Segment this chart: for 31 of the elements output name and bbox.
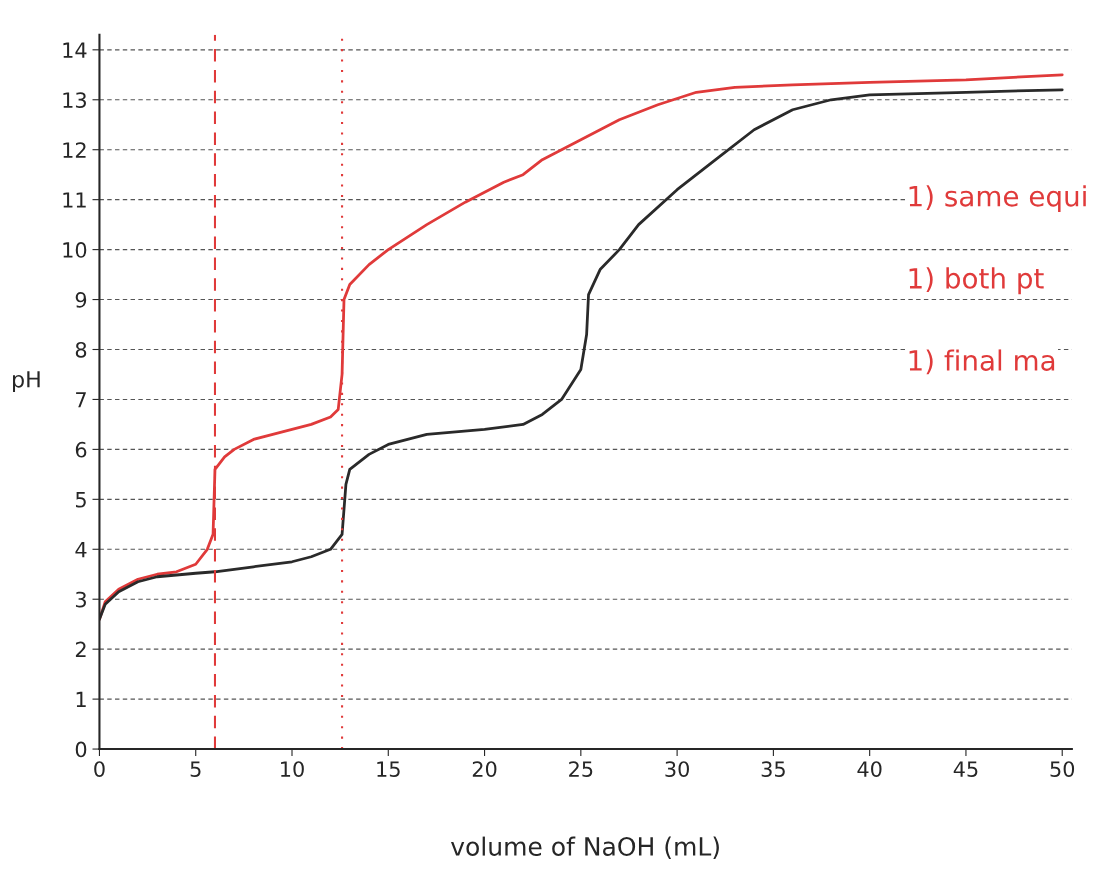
y-tick-label: 12 (63, 142, 86, 158)
x-tick-label: 50 (1050, 761, 1075, 777)
annotation: 1) final ma (909, 349, 1055, 375)
y-tick-label: 10 (63, 242, 87, 258)
y-tick-label: 5 (76, 492, 86, 508)
x-tick-label: 45 (953, 761, 978, 777)
x-tick-label: 10 (281, 761, 304, 777)
y-tick-label: 6 (75, 441, 87, 458)
x-tick-label: 5 (190, 761, 201, 777)
annotation: 1) same equi (909, 185, 1086, 213)
x-tick-label: 25 (569, 761, 593, 777)
y-tick-label: 14 (63, 42, 87, 58)
y-axis-title: pH (13, 371, 40, 392)
x-tick-label: 15 (377, 761, 400, 777)
x-axis-title: volume of NaOH (mL) (450, 836, 719, 859)
x-tick-label: 20 (472, 761, 497, 777)
y-tick-label: 9 (75, 292, 87, 308)
y-tick-label: 4 (75, 542, 87, 558)
x-tick-label: 0 (94, 761, 105, 777)
x-tick-label: 35 (761, 761, 785, 777)
x-tick-label: 30 (665, 761, 689, 777)
y-tick-label: 2 (75, 641, 86, 658)
y-tick-label: 3 (75, 591, 86, 608)
annotation: 1) both pt (909, 267, 1044, 295)
y-tick-label: 7 (76, 392, 86, 408)
y-tick-label: 13 (63, 92, 86, 108)
y-tick-label: 11 (63, 192, 86, 208)
y-tick-label: 8 (75, 341, 87, 358)
y-tick-label: 0 (75, 741, 87, 758)
y-tick-label: 1 (76, 691, 86, 708)
x-tick-label: 40 (857, 761, 882, 777)
